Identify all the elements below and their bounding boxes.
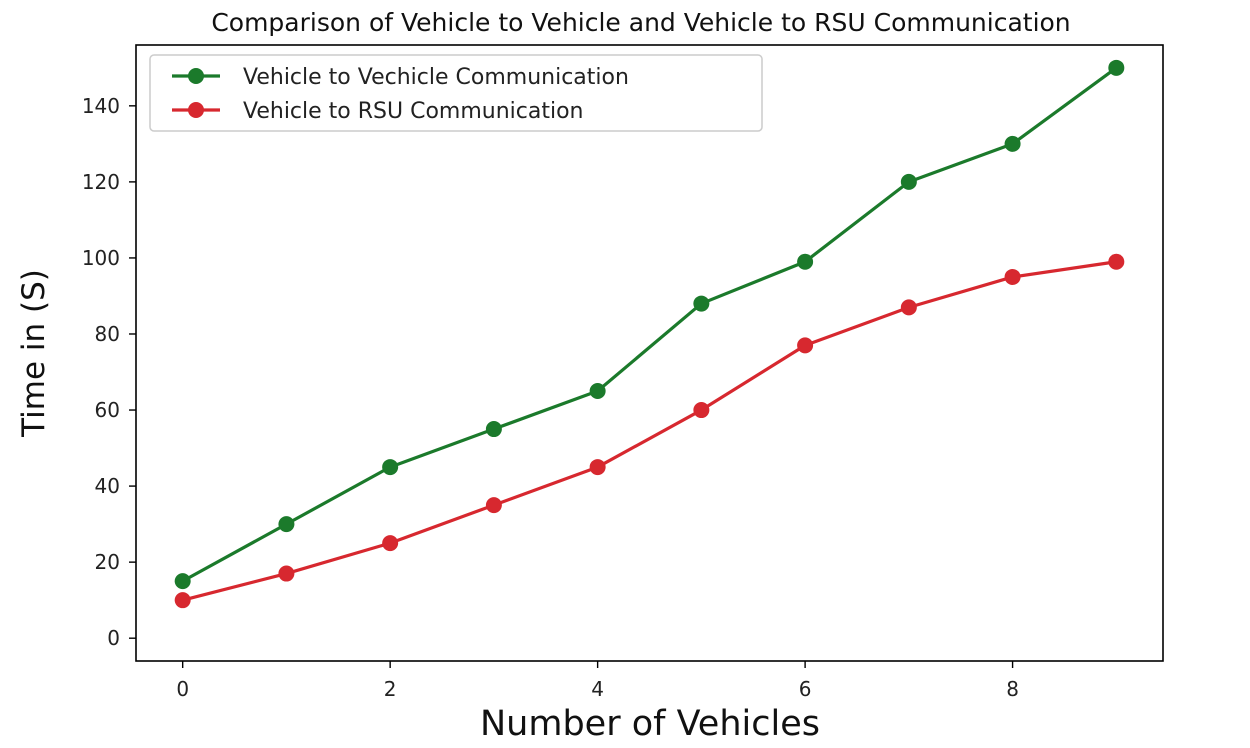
x-axis-label: Number of Vehicles: [480, 704, 820, 744]
y-tick-label: 40: [95, 474, 120, 498]
series-lines: [174, 59, 1125, 609]
data-point: [693, 295, 710, 312]
data-point: [693, 402, 710, 419]
data-point: [900, 299, 917, 316]
legend-marker: [188, 102, 204, 118]
legend-label: Vehicle to RSU Communication: [243, 99, 584, 124]
data-point: [485, 421, 502, 438]
data-point: [797, 253, 814, 270]
legend-label: Vehicle to Vechicle Communication: [243, 65, 629, 90]
x-tick-label: 4: [591, 677, 604, 701]
y-tick-label: 120: [82, 170, 120, 194]
x-tick-label: 0: [176, 677, 189, 701]
data-point: [797, 337, 814, 354]
y-axis-label: Time in (S): [16, 269, 52, 438]
x-tick-label: 6: [799, 677, 812, 701]
y-tick-label: 100: [82, 246, 120, 270]
data-point: [1108, 59, 1125, 76]
data-point: [1108, 253, 1125, 270]
legend-box: [149, 54, 763, 132]
legend: Vehicle to Vechicle Communication Vehicle…: [149, 54, 763, 132]
y-tick-label: 20: [95, 550, 120, 574]
series-line-0: [181, 66, 1118, 583]
data-point: [174, 592, 191, 609]
data-point: [589, 459, 606, 476]
data-point: [278, 516, 295, 533]
y-tick-label: 60: [95, 398, 120, 422]
legend-marker: [188, 68, 204, 84]
chart-title: Comparison of Vehicle to Vehicle and Veh…: [211, 8, 1070, 37]
x-tick-label: 2: [384, 677, 397, 701]
plot-area: [135, 44, 1164, 662]
data-point: [1004, 135, 1021, 152]
y-tick-label: 0: [107, 626, 120, 650]
data-point: [1004, 268, 1021, 285]
series-line-1: [182, 260, 1117, 602]
data-point: [382, 459, 399, 476]
plot-frame: [135, 44, 1164, 662]
data-point: [485, 497, 502, 514]
y-tick-label: 140: [82, 94, 120, 118]
y-tick-label: 80: [95, 322, 120, 346]
data-point: [174, 573, 191, 590]
data-point: [382, 535, 399, 552]
data-point: [900, 173, 917, 190]
data-point: [278, 565, 295, 582]
x-tick-label: 8: [1006, 677, 1019, 701]
data-point: [589, 383, 606, 400]
